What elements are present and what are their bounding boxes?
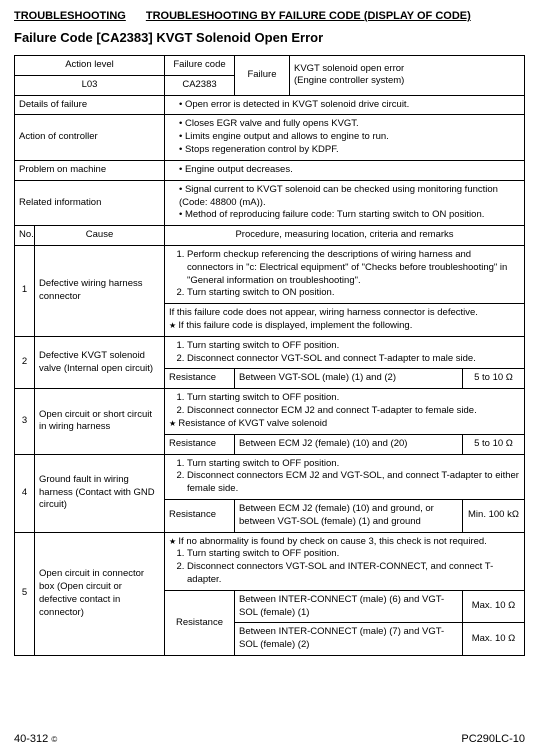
col-cause: Cause xyxy=(35,226,165,246)
cause-3: Open circuit or short circuit in wiring … xyxy=(35,389,165,454)
problem-content: Engine output decreases. xyxy=(165,160,525,180)
cause-5-res-val1: Max. 10 Ω xyxy=(462,590,524,623)
cause-3-num: 3 xyxy=(15,389,35,454)
copyright-icon: © xyxy=(51,735,57,744)
failure-code-value: CA2383 xyxy=(165,75,235,95)
cause-2-proc: Turn starting switch to OFF position. Di… xyxy=(165,336,525,369)
details-content: Open error is detected in KVGT solenoid … xyxy=(165,95,525,115)
cause-1-proc: Perform checkup referencing the descript… xyxy=(165,245,525,303)
cause-1-note: If this failure code does not appear, wi… xyxy=(165,304,525,337)
problem-label: Problem on machine xyxy=(15,160,165,180)
cause-4-proc: Turn starting switch to OFF position. Di… xyxy=(165,454,525,499)
col-no: No. xyxy=(15,226,35,246)
cause-4-res-loc: Between ECM J2 (female) (10) and ground,… xyxy=(235,499,463,532)
footer-right: PC290LC-10 xyxy=(461,733,525,745)
cause-5-res-val2: Max. 10 Ω xyxy=(462,623,524,656)
cause-1: Defective wiring harness connector xyxy=(35,245,165,336)
col-procedure: Procedure, measuring location, criteria … xyxy=(165,226,525,246)
cause-5-proc: If no abnormality is found by check on c… xyxy=(165,532,525,590)
cause-5: Open circuit in connector box (Open circ… xyxy=(35,532,165,656)
cause-4: Ground fault in wiring harness (Contact … xyxy=(35,454,165,532)
failure-desc: KVGT solenoid open error (Engine control… xyxy=(290,56,525,96)
cause-2-res-val: 5 to 10 Ω xyxy=(462,369,524,389)
related-content: Signal current to KVGT solenoid can be c… xyxy=(165,180,525,225)
related-label: Related information xyxy=(15,180,165,225)
page-title: Failure Code [CA2383] KVGT Solenoid Open… xyxy=(14,30,525,45)
resistance-label-3: Resistance xyxy=(165,434,235,454)
failure-label: Failure xyxy=(235,56,290,96)
cause-3-proc: Turn starting switch to OFF position. Di… xyxy=(165,389,525,434)
header-left: TROUBLESHOOTING xyxy=(14,10,126,22)
cause-3-res-val: 5 to 10 Ω xyxy=(462,434,524,454)
cause-2: Defective KVGT solenoid valve (Internal … xyxy=(35,336,165,388)
page-header: TROUBLESHOOTING TROUBLESHOOTING BY FAILU… xyxy=(14,10,525,22)
action-level-label: Action level xyxy=(15,56,165,76)
resistance-label-2: Resistance xyxy=(165,369,235,389)
failure-code-label: Failure code xyxy=(165,56,235,76)
action-ctrl-label: Action of controller xyxy=(15,115,165,160)
cause-4-num: 4 xyxy=(15,454,35,532)
action-level-value: L03 xyxy=(15,75,165,95)
cause-4-res-val: Min. 100 kΩ xyxy=(462,499,524,532)
cause-5-res-loc2: Between INTER-CONNECT (male) (7) and VGT… xyxy=(235,623,463,656)
details-label: Details of failure xyxy=(15,95,165,115)
cause-2-num: 2 xyxy=(15,336,35,388)
footer-left: 40-312 © xyxy=(14,733,57,745)
resistance-label-5: Resistance xyxy=(165,590,235,655)
action-ctrl-content: Closes EGR valve and fully opens KVGT. L… xyxy=(165,115,525,160)
resistance-label-4: Resistance xyxy=(165,499,235,532)
page-footer: 40-312 © PC290LC-10 xyxy=(14,733,525,745)
cause-3-res-loc: Between ECM J2 (female) (10) and (20) xyxy=(235,434,463,454)
cause-1-num: 1 xyxy=(15,245,35,336)
info-table: Action level Failure code Failure KVGT s… xyxy=(14,55,525,656)
cause-5-res-loc1: Between INTER-CONNECT (male) (6) and VGT… xyxy=(235,590,463,623)
cause-2-res-loc: Between VGT-SOL (male) (1) and (2) xyxy=(235,369,463,389)
cause-5-num: 5 xyxy=(15,532,35,656)
header-right: TROUBLESHOOTING BY FAILURE CODE (DISPLAY… xyxy=(146,10,471,22)
